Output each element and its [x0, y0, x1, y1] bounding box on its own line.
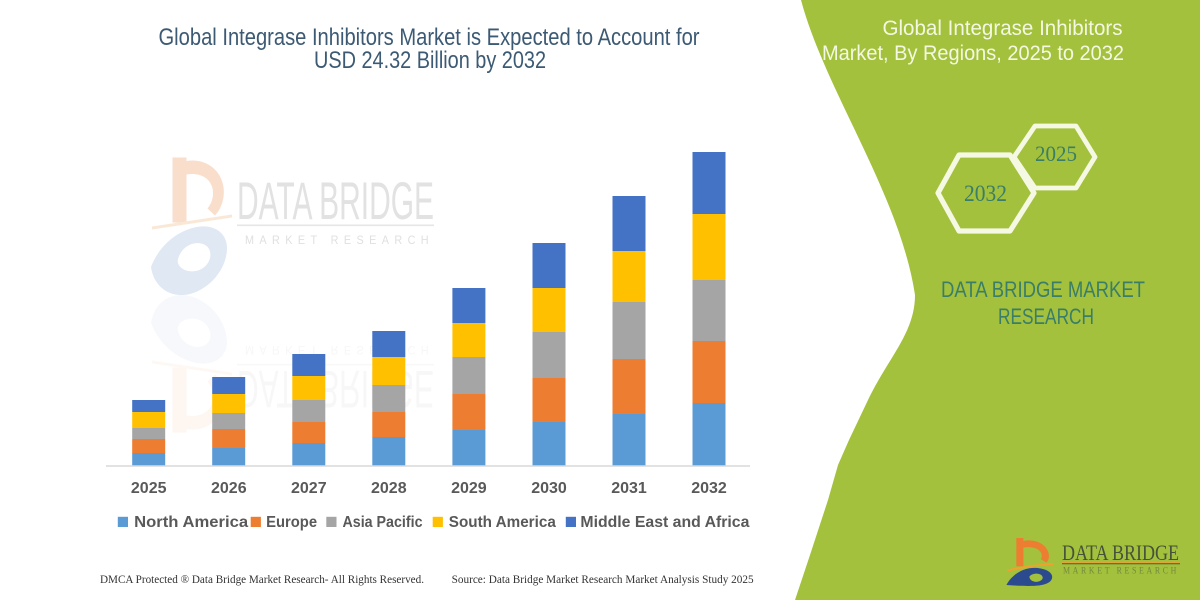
svg-text:USD 24.32 Billion by 2032: USD 24.32 Billion by 2032: [314, 47, 546, 74]
svg-text:Europe: Europe: [266, 514, 317, 531]
svg-text:2030: 2030: [531, 480, 567, 497]
svg-text:2032: 2032: [964, 181, 1007, 206]
svg-text:DATA BRIDGE MARKET: DATA BRIDGE MARKET: [941, 277, 1145, 302]
svg-text:DMCA Protected ® Data Bridge M: DMCA Protected ® Data Bridge Market Rese…: [100, 572, 424, 586]
svg-text:Global Integrase Inhibitors: Global Integrase Inhibitors: [883, 17, 1123, 40]
svg-text:2029: 2029: [451, 480, 487, 497]
svg-text:2032: 2032: [691, 480, 727, 497]
svg-text:2025: 2025: [131, 480, 167, 497]
svg-text:Middle East and Africa: Middle East and Africa: [580, 514, 749, 531]
svg-text:MARKET RESEARCH: MARKET RESEARCH: [1063, 566, 1179, 576]
svg-text:North America: North America: [134, 514, 248, 531]
svg-text:Market, By Regions, 2025 to 20: Market, By Regions, 2025 to 2032: [822, 42, 1124, 65]
svg-text:Global Integrase Inhibitors Ma: Global Integrase Inhibitors Market is Ex…: [159, 24, 700, 51]
svg-text:2025: 2025: [1035, 141, 1077, 166]
svg-text:RESEARCH: RESEARCH: [998, 304, 1094, 329]
svg-text:South America: South America: [449, 514, 556, 531]
svg-text:Source: Data Bridge Market Res: Source: Data Bridge Market Research Mark…: [452, 572, 754, 586]
svg-text:2027: 2027: [291, 480, 327, 497]
svg-text:2026: 2026: [211, 480, 247, 497]
svg-text:Asia Pacific: Asia Pacific: [343, 514, 423, 531]
svg-text:2031: 2031: [611, 480, 647, 497]
svg-text:DATA BRIDGE: DATA BRIDGE: [1062, 540, 1179, 565]
svg-text:2028: 2028: [371, 480, 407, 497]
